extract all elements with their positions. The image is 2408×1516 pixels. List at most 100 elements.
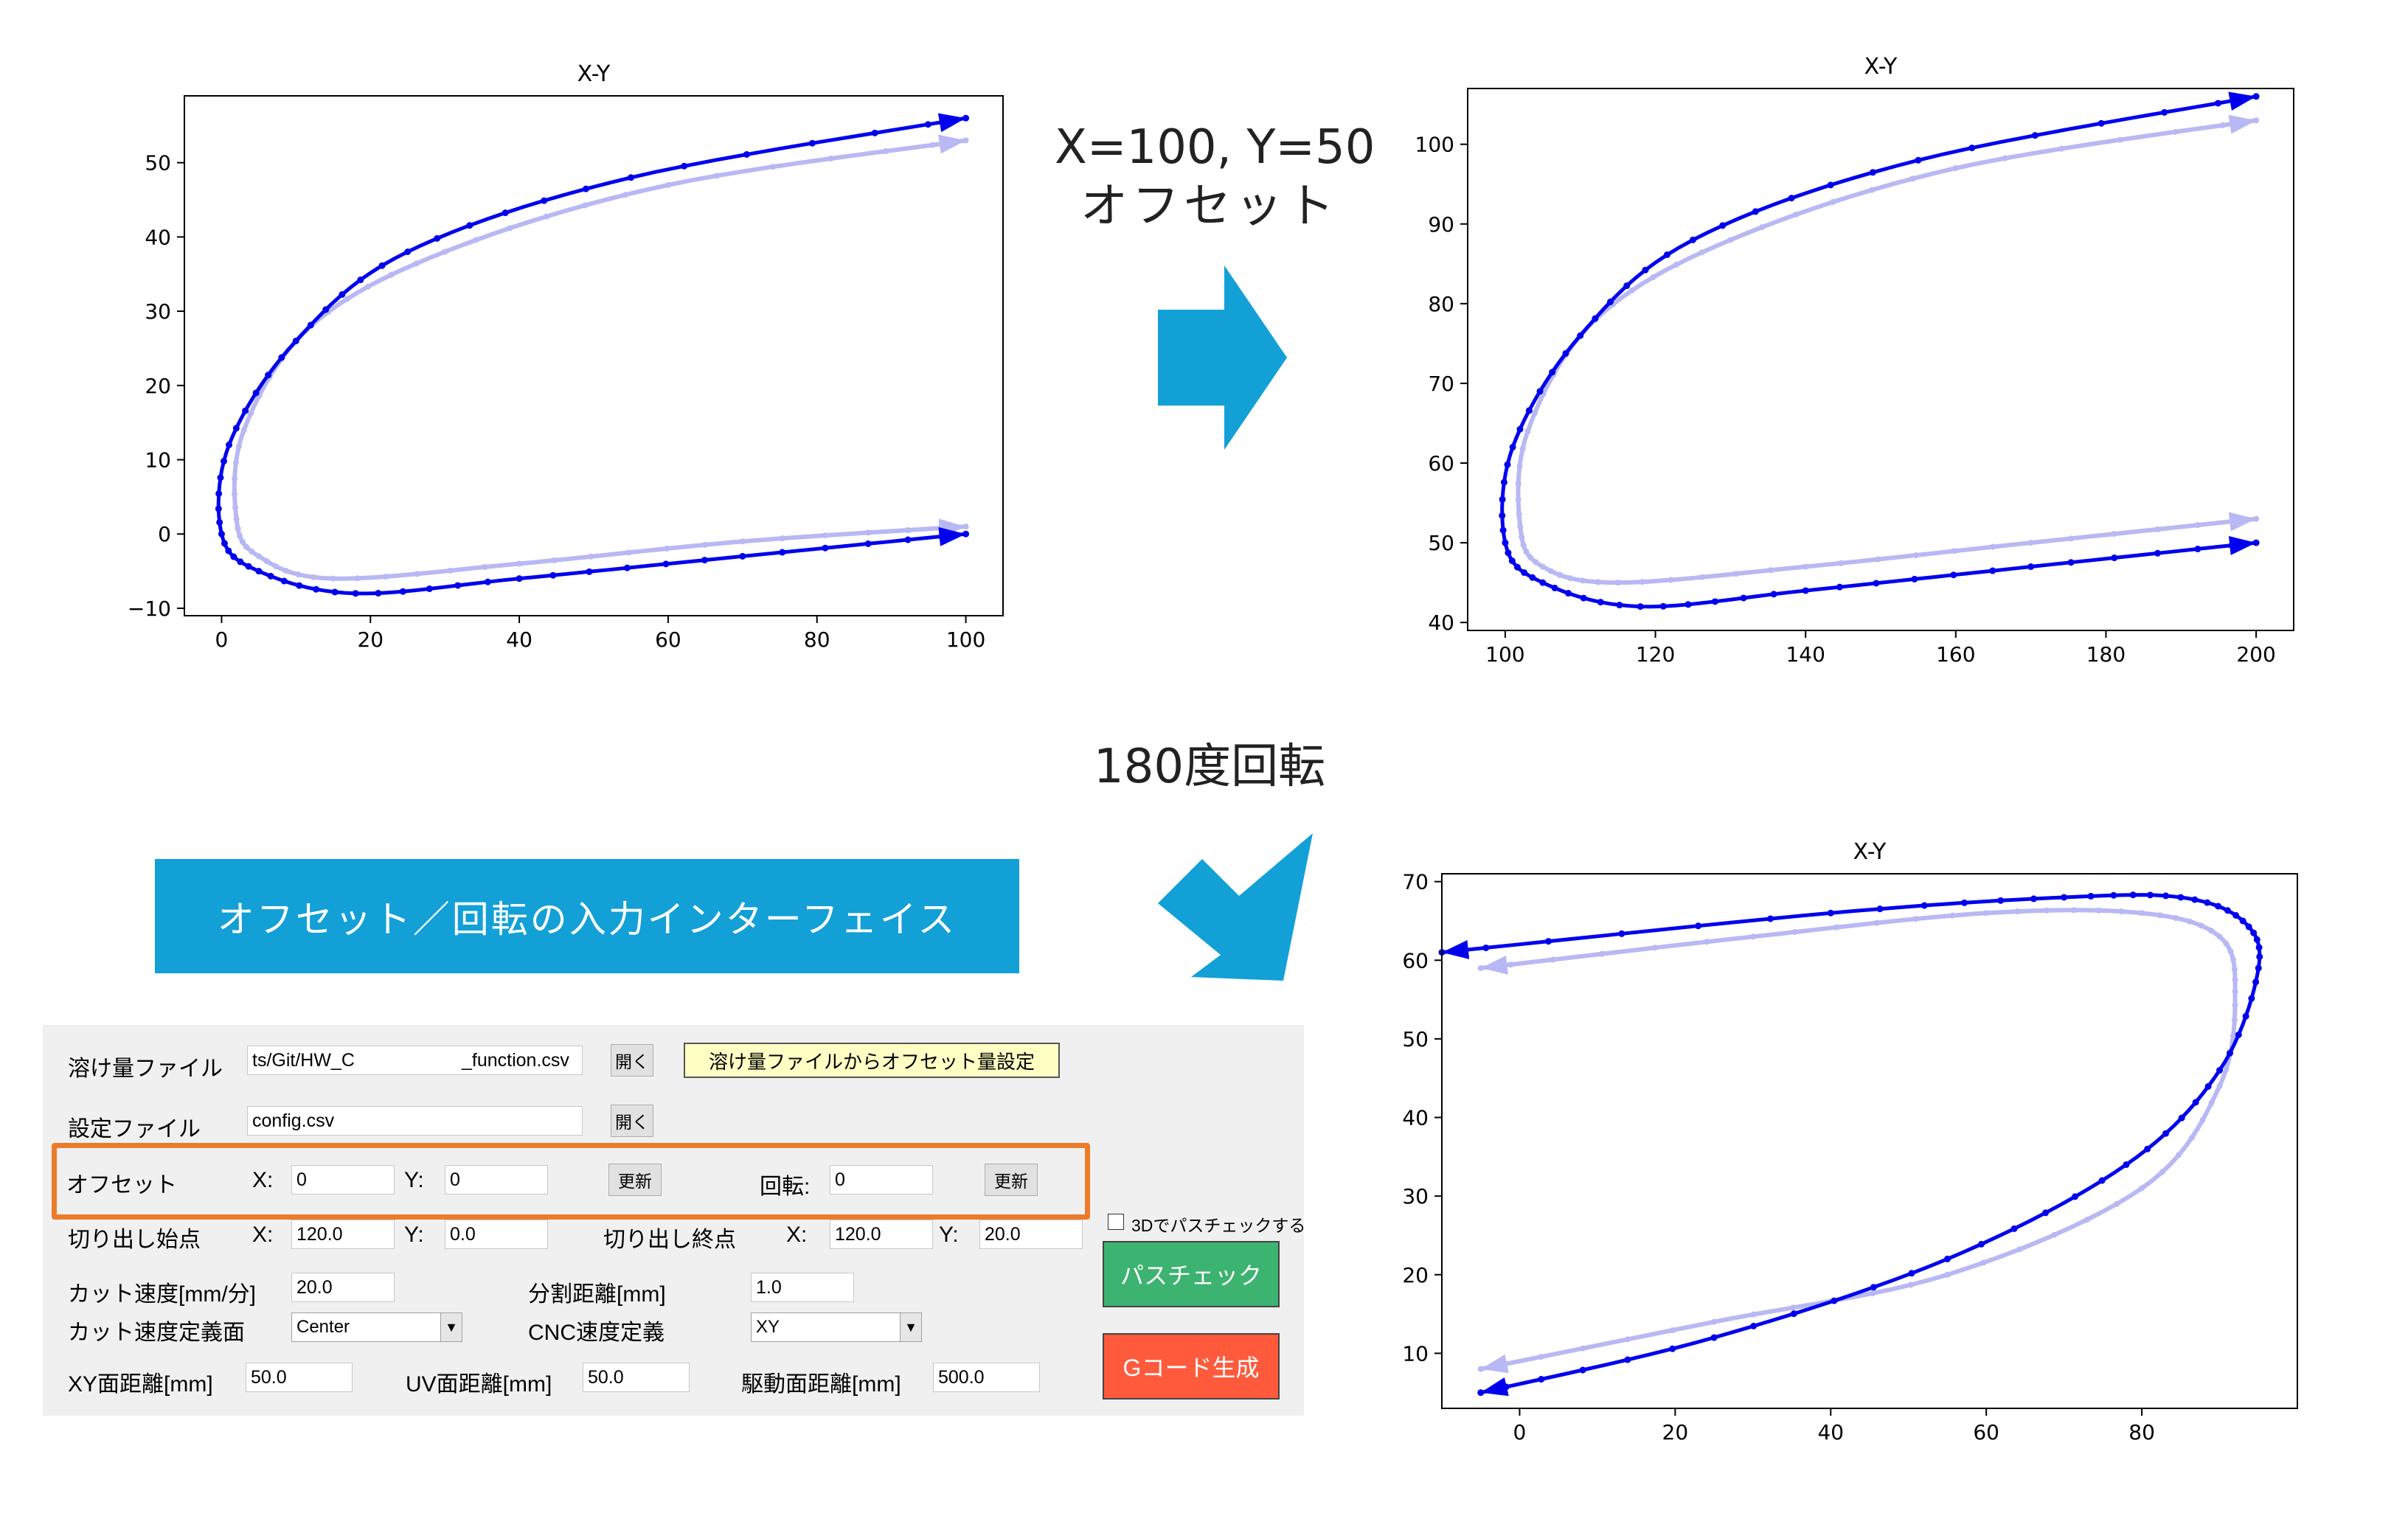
transformed-point [739,552,746,560]
x-tick-label: 40 [506,627,532,652]
original-faint-point [1791,928,1798,935]
original-faint-point [2232,1002,2238,1009]
transformed-point [2042,1209,2050,1217]
original-faint-point [388,271,395,278]
original-faint-point [414,571,420,577]
transformed-point [1752,208,1759,215]
transformed-point [230,553,237,560]
original-faint-point [1952,165,1959,172]
original-faint-point [382,574,389,580]
original-faint-point [1750,1311,1757,1318]
transformed-point [1802,587,1809,594]
original-faint-point [1944,1271,1951,1278]
transformed-point [2226,1049,2233,1057]
original-faint-point [2172,128,2179,135]
rotation-update-button[interactable]: 更新 [985,1164,1038,1196]
drive-distance-label: 駆動面距離[mm] [741,1372,901,1397]
transformed-point [2162,892,2170,900]
original-faint-point [929,142,936,148]
original-faint-series-line [1516,118,2259,585]
speed-plane-select[interactable]: Center ▼ [291,1312,462,1342]
cut-end-x-input[interactable]: 120.0 [830,1220,933,1249]
xy-distance-input[interactable]: 50.0 [246,1363,353,1392]
offset-label: オフセット [66,1173,177,1197]
transformed-point [2087,892,2095,900]
melt-file-open-button[interactable]: 開く [611,1044,653,1077]
transformed-point [1711,598,1718,605]
original-faint-point [1524,428,1531,434]
transformed-point [1505,549,1512,557]
transformed-point [1766,915,1774,922]
transformed-point [215,505,222,512]
offset-x-input[interactable]: 0 [291,1165,395,1195]
uv-distance-input[interactable]: 50.0 [583,1363,690,1392]
transformed-point [1624,1356,1631,1363]
gcode-generate-button[interactable]: Gコード生成 [1103,1333,1280,1399]
transformed-point [1529,574,1536,581]
path-check-button[interactable]: パスチェック [1103,1241,1280,1307]
drive-distance-input[interactable]: 500.0 [933,1363,1040,1392]
original-faint-point [2117,136,2123,143]
cut-start-x-input[interactable]: 120.0 [291,1220,395,1249]
callout-text: オフセット／回転の入力インターフェイス [217,897,957,941]
rotation-input[interactable]: 0 [830,1165,933,1195]
transformed-point [225,547,232,554]
check3d-label: 3Dでパスチェックする [1131,1216,1306,1235]
cnc-speed-select[interactable]: XY ▼ [751,1312,922,1342]
transformed-point [1500,479,1507,486]
interface-callout: オフセット／回転の入力インターフェイス [155,859,1019,973]
transformed-point [2098,119,2105,127]
transformed-point [1513,563,1521,571]
transformed-point [278,354,285,361]
original-faint-point [2070,907,2077,914]
transformed-point [582,185,589,192]
transformed-point [779,549,786,556]
transformed-point [2178,1114,2185,1122]
original-faint-point [622,192,629,198]
y-tick-label: 80 [1428,292,1454,316]
original-faint-point [1519,534,1525,540]
division-distance-input[interactable]: 1.0 [751,1273,854,1302]
melt-file-input[interactable]: ts/Git/HW_C _function.csv [247,1046,583,1075]
x-tick-label: 40 [1817,1420,1844,1444]
original-faint-point [1516,463,1523,470]
original-faint-point [310,574,317,580]
original-faint-point [2227,948,2234,955]
plot-frame [1441,873,2298,1409]
original-faint-point [1517,524,1524,530]
transformed-point [1577,332,1584,339]
cut-start-label: 切り出し始点 [68,1228,201,1252]
original-faint-point [2231,1017,2238,1023]
transformed-arrowhead [1480,1377,1509,1397]
config-file-input[interactable]: config.csv [247,1106,583,1136]
transformed-point [549,571,557,579]
transformed-point [296,582,303,589]
cut-start-y-input[interactable]: 0.0 [445,1220,548,1249]
original-faint-point [1539,563,1546,570]
transformed-point [466,222,473,229]
original-faint-point [1531,410,1538,417]
original-faint-point [2223,940,2230,947]
cut-speed-input[interactable]: 20.0 [291,1273,395,1302]
check3d-checkbox[interactable] [1108,1214,1124,1230]
transformed-point [1719,222,1727,229]
transformed-point [586,568,593,575]
original-faint-point [1520,542,1527,549]
transformed-point [1616,602,1623,609]
offset-update-button[interactable]: 更新 [608,1164,662,1196]
offset-y-input[interactable]: 0 [445,1165,548,1195]
transformed-point [1873,580,1880,587]
transformed-point [426,585,433,592]
x-tick-label: 180 [2086,642,2126,667]
transformed-point [2204,899,2211,906]
transformed-point [292,337,299,344]
transformed-point [242,407,249,414]
set-offset-from-melt-button[interactable]: 溶け量ファイルからオフセット量設定 [684,1043,1060,1078]
original-faint-point [2051,1231,2058,1238]
transformed-point [1579,1366,1586,1374]
transformed-point [502,209,509,217]
config-file-open-button[interactable]: 開く [611,1105,653,1137]
original-faint-arrowhead [2228,114,2257,134]
y-tick-label: 50 [1402,1027,1429,1051]
cut-end-y-input[interactable]: 20.0 [979,1220,1083,1249]
